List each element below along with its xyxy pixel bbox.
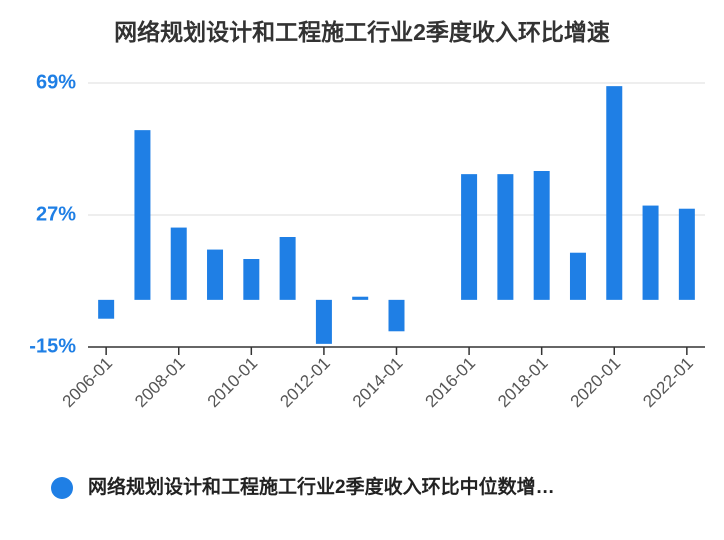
bar — [388, 299, 405, 332]
y-tick-label: -15% — [29, 335, 76, 357]
bar — [533, 171, 550, 300]
bar — [243, 259, 260, 300]
x-tick-label: 2016-01 — [422, 354, 480, 412]
y-tick-label: 69% — [36, 71, 76, 93]
bar — [170, 227, 187, 300]
bar — [207, 249, 224, 300]
x-tick-label: 2012-01 — [276, 354, 334, 412]
chart-title: 网络规划设计和工程施工行业2季度收入环比增速 — [114, 19, 610, 45]
bar — [461, 174, 478, 300]
x-tick-label: 2008-01 — [131, 354, 189, 412]
bar — [352, 296, 369, 300]
bar — [569, 252, 586, 300]
bar — [497, 174, 514, 300]
x-tick-label: 2018-01 — [494, 354, 552, 412]
x-tick-label: 2020-01 — [567, 354, 625, 412]
bar — [678, 208, 695, 300]
x-tick-label: 2006-01 — [59, 354, 117, 412]
x-tick-label: 2010-01 — [204, 354, 262, 412]
bar — [642, 205, 659, 300]
bar — [315, 299, 332, 344]
bar — [98, 299, 115, 319]
bar — [606, 86, 623, 300]
legend-marker — [51, 477, 73, 499]
legend-label: 网络规划设计和工程施工行业2季度收入环比中位数增… — [88, 475, 555, 498]
x-tick-label: 2022-01 — [639, 354, 697, 412]
bar — [279, 237, 296, 300]
x-tick-label: 2014-01 — [349, 354, 407, 412]
y-tick-label: 27% — [36, 203, 76, 225]
bar — [134, 130, 151, 300]
